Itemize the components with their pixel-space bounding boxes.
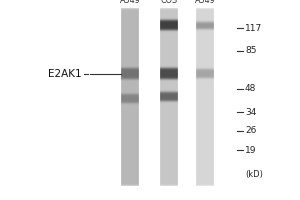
Text: 85: 85 (245, 46, 256, 55)
Text: 19: 19 (245, 146, 256, 155)
Text: A549: A549 (195, 0, 216, 5)
Text: 26: 26 (245, 126, 256, 135)
Text: 48: 48 (245, 84, 256, 93)
Text: COS: COS (161, 0, 178, 5)
Text: E2AK1: E2AK1 (48, 69, 82, 79)
Text: 117: 117 (245, 24, 262, 33)
Text: A549: A549 (120, 0, 141, 5)
Text: 34: 34 (245, 108, 256, 117)
Text: (kD): (kD) (245, 170, 263, 179)
